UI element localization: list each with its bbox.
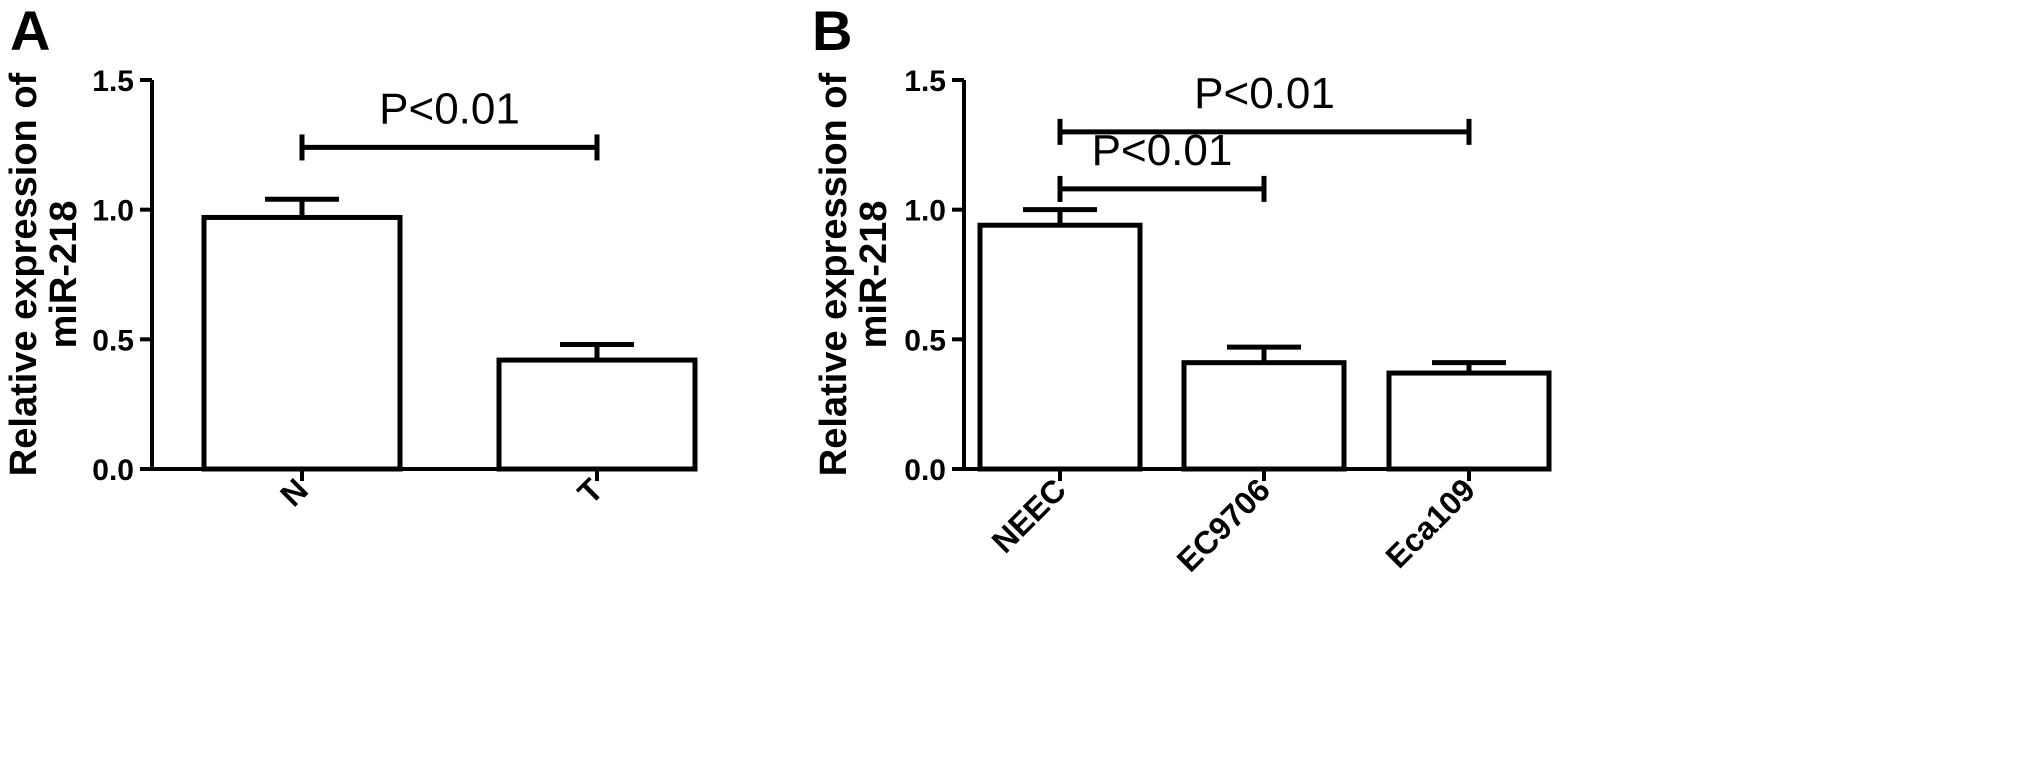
y-tick-label: 1.0 [92, 195, 134, 228]
bar [1181, 360, 1347, 472]
bar [201, 214, 403, 472]
bar [977, 222, 1143, 472]
x-category-label: N [273, 471, 315, 513]
y-tick-label: 0.5 [92, 324, 134, 357]
y-tick-label: 1.0 [904, 195, 946, 228]
y-tick-label: 1.5 [904, 65, 946, 98]
y-axis-label: Relative expression of [3, 72, 45, 476]
bar [496, 357, 698, 472]
y-tick-label: 0.0 [92, 454, 134, 487]
bar [1386, 370, 1552, 472]
significance-label: P<0.01 [1092, 126, 1233, 175]
panel-label: A [10, 0, 50, 62]
x-category-label: T [571, 471, 611, 511]
y-axis-label: Relative expression of [813, 72, 855, 476]
y-tick-label: 0.0 [904, 454, 946, 487]
significance-label: P<0.01 [379, 84, 520, 133]
significance-label: P<0.01 [1194, 69, 1335, 118]
x-category-label: NEEC [985, 471, 1073, 559]
y-axis-label: miR-218 [43, 201, 85, 349]
y-axis-label: miR-218 [853, 201, 895, 349]
x-category-label: EC9706 [1170, 471, 1277, 578]
y-tick-label: 0.5 [904, 324, 946, 357]
panel-label: B [812, 0, 852, 62]
x-category-label: Eca109 [1378, 471, 1481, 574]
y-tick-label: 1.5 [92, 65, 134, 98]
